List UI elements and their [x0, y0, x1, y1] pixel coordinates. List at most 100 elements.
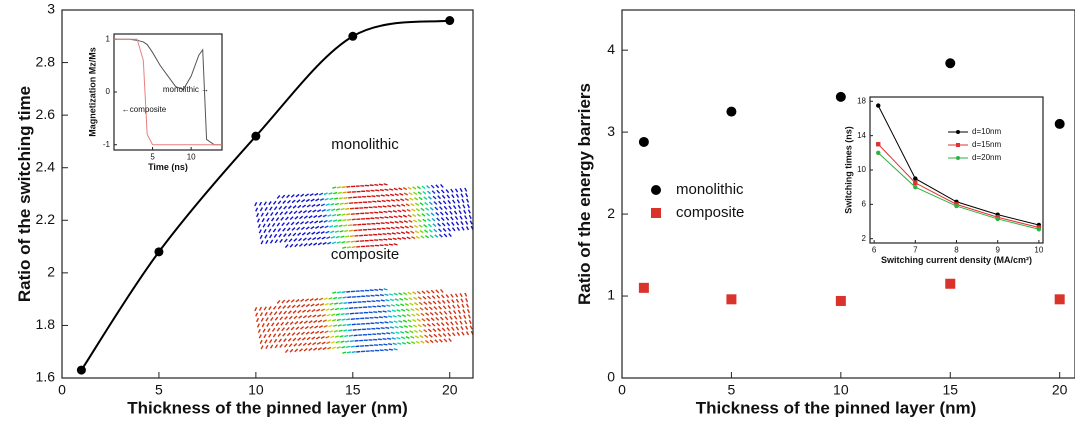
spin-arrow — [462, 204, 466, 209]
spin-arrow — [460, 193, 464, 198]
spin-arrow — [402, 319, 408, 323]
spin-arrow — [424, 201, 429, 206]
spin-arrow — [306, 204, 311, 208]
spin-arrow — [383, 210, 388, 214]
spin-arrow — [438, 333, 442, 338]
spin-arrow — [275, 217, 280, 222]
plot-frame — [869, 96, 1044, 244]
spin-arrow — [436, 189, 441, 194]
spin-arrow — [278, 205, 283, 210]
spin-arrow — [453, 315, 458, 320]
spin-arrow — [266, 322, 270, 327]
spin-arrow — [442, 333, 447, 337]
spin-arrow — [391, 232, 396, 235]
spin-arrow — [401, 308, 406, 312]
spin-arrow — [429, 339, 434, 344]
spin-arrow — [447, 332, 452, 337]
spin-arrow — [412, 318, 417, 323]
spin-arrow — [418, 224, 423, 228]
spin-arrow — [392, 237, 397, 241]
spin-arrow — [330, 236, 336, 239]
spin-arrow — [285, 326, 290, 331]
y-tick-label: 1 — [106, 34, 111, 43]
spin-arrow — [466, 303, 470, 308]
spin-arrow — [332, 324, 338, 327]
spin-arrow — [438, 305, 442, 310]
spin-arrow — [325, 203, 330, 207]
spin-arrow — [459, 320, 463, 325]
spin-arrow — [467, 209, 471, 214]
spin-arrow — [281, 299, 286, 304]
spin-arrow — [297, 337, 302, 341]
spin-arrow — [448, 338, 452, 343]
legend-label: d=15nm — [972, 140, 1001, 149]
y-tick-label: 2.2 — [36, 211, 56, 227]
spin-arrow — [422, 190, 427, 195]
spin-arrow — [330, 203, 335, 206]
spin-arrow — [278, 310, 283, 315]
spin-arrow — [406, 341, 411, 345]
spin-arrow — [415, 235, 420, 239]
spin-arrow — [313, 214, 318, 219]
spin-arrow — [315, 303, 320, 307]
spin-arrow — [298, 342, 303, 347]
spin-arrow — [465, 193, 469, 198]
spin-arrow — [256, 323, 260, 328]
spin-arrow — [316, 236, 322, 240]
annotation: monolithic — [331, 136, 399, 153]
spin-arrow — [417, 191, 422, 195]
spin-arrow — [323, 297, 328, 301]
spin-arrow — [315, 330, 320, 334]
spin-arrow — [426, 218, 431, 222]
spin-arrow — [389, 221, 395, 224]
spin-arrow — [289, 216, 294, 220]
spin-arrow — [450, 216, 454, 221]
spin-arrow — [330, 308, 335, 311]
spin-arrow — [458, 210, 462, 215]
spin-arrow — [334, 307, 340, 311]
spin-arrow — [330, 230, 335, 234]
spin-arrow — [399, 297, 404, 301]
spin-arrow — [428, 306, 433, 311]
spin-arrow — [433, 306, 438, 310]
spin-arrow — [460, 221, 464, 226]
spin-arrow — [425, 339, 430, 344]
spin-arrow — [402, 214, 408, 218]
spin-arrow — [403, 192, 409, 196]
spin-arrow — [466, 198, 470, 203]
spin-arrow — [308, 347, 313, 352]
spin-arrow — [254, 307, 258, 312]
spin-arrow — [412, 186, 417, 190]
x-tick-label: 10 — [833, 381, 849, 397]
spin-arrow — [404, 225, 409, 229]
spin-arrow — [374, 288, 379, 291]
spin-arrow — [345, 340, 350, 343]
spin-arrow — [385, 194, 390, 197]
spin-arrow — [344, 229, 349, 233]
x-tick-label: 15 — [345, 381, 361, 397]
marker — [876, 150, 881, 156]
spin-arrow — [274, 344, 279, 349]
spin-arrow — [307, 237, 312, 241]
spin-arrow — [265, 212, 269, 217]
spin-arrow — [387, 204, 392, 208]
spin-arrow — [402, 187, 408, 191]
spin-arrow — [276, 194, 281, 199]
spin-arrow — [438, 233, 443, 238]
spin-arrow — [303, 215, 308, 219]
spin-arrow — [335, 235, 340, 239]
marker — [638, 136, 649, 147]
spin-arrow — [464, 292, 468, 297]
spin-arrow — [414, 202, 420, 206]
spin-arrow — [409, 197, 414, 201]
spin-arrow — [307, 342, 312, 346]
spin-arrow — [441, 299, 446, 304]
spin-arrow — [336, 213, 341, 217]
legend-marker — [956, 156, 960, 160]
spin-arrow — [259, 234, 263, 239]
spin-arrow — [468, 214, 472, 220]
spin-arrow — [290, 221, 295, 226]
spin-arrow — [334, 202, 340, 206]
spin-arrow — [440, 294, 445, 299]
spin-arrow — [427, 196, 432, 200]
